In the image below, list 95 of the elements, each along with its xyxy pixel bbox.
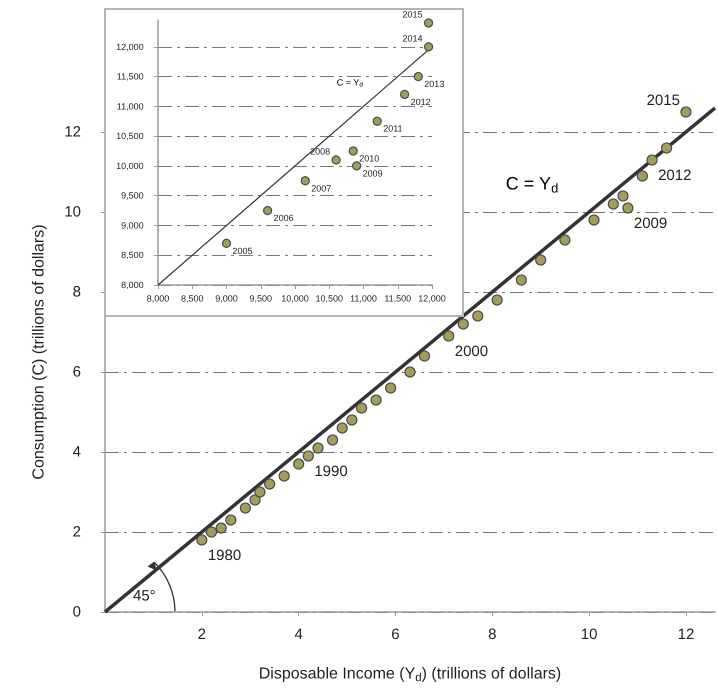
annotation: 2009 bbox=[634, 215, 668, 232]
point bbox=[424, 42, 434, 52]
point bbox=[443, 330, 454, 342]
annotation: 2005 bbox=[232, 246, 253, 256]
point bbox=[385, 382, 396, 394]
y-tick-label: 10,000 bbox=[116, 160, 144, 171]
annotation: 2011 bbox=[383, 124, 403, 134]
annotation: 2008 bbox=[310, 146, 330, 156]
point bbox=[249, 494, 261, 506]
annotation: 2012 bbox=[410, 96, 431, 107]
annotation: 2012 bbox=[658, 167, 692, 184]
y-tick-label: 8,000 bbox=[121, 280, 144, 290]
point bbox=[206, 526, 218, 538]
x-tick-label: 10,500 bbox=[315, 294, 344, 304]
point bbox=[332, 155, 341, 165]
y-tick-label: 12,000 bbox=[116, 42, 144, 52]
point bbox=[608, 198, 619, 210]
annotation: 2006 bbox=[274, 213, 294, 224]
y-tick-label: 4 bbox=[72, 444, 81, 460]
annotation: 1980 bbox=[208, 547, 242, 564]
point bbox=[372, 116, 382, 126]
point bbox=[196, 534, 208, 546]
x-tick-label: 12,000 bbox=[418, 294, 446, 304]
point bbox=[348, 146, 358, 156]
point bbox=[559, 234, 571, 246]
x-tick-label: 9,500 bbox=[249, 294, 272, 304]
point bbox=[302, 450, 314, 462]
point bbox=[418, 350, 430, 362]
point bbox=[312, 442, 324, 454]
x-tick-label: 9,000 bbox=[215, 294, 238, 304]
point bbox=[370, 394, 382, 406]
point bbox=[263, 206, 272, 216]
point bbox=[588, 214, 600, 226]
annotation: 2013 bbox=[424, 79, 444, 90]
annotation: 2014 bbox=[402, 33, 423, 44]
y-tick-label: 9,000 bbox=[121, 220, 144, 230]
annotation: 2009 bbox=[362, 168, 383, 178]
x-tick-label: 11,000 bbox=[350, 294, 377, 304]
point bbox=[661, 142, 672, 154]
x-tick-label: 8 bbox=[488, 626, 496, 643]
x-tick-label: 8,500 bbox=[180, 294, 204, 304]
y-tick-label: 10,500 bbox=[116, 131, 144, 142]
point bbox=[492, 294, 503, 306]
point bbox=[346, 414, 358, 426]
point bbox=[424, 18, 434, 28]
y-tick-label: 2 bbox=[72, 524, 81, 540]
point bbox=[617, 190, 629, 202]
annotation: 2015 bbox=[646, 92, 680, 109]
x-tick-label: 11,500 bbox=[384, 294, 412, 304]
x-tick-label: 2 bbox=[198, 626, 206, 643]
annotation: 1990 bbox=[314, 463, 348, 480]
point bbox=[254, 486, 266, 498]
point bbox=[622, 202, 634, 214]
x-tick-label: 4 bbox=[294, 626, 303, 643]
x-tick-label: 6 bbox=[391, 626, 400, 643]
x-tick-label: 8,000 bbox=[146, 294, 170, 304]
point bbox=[336, 422, 348, 434]
point bbox=[278, 470, 290, 482]
point bbox=[680, 106, 692, 118]
point bbox=[472, 310, 484, 322]
annotation: 45° bbox=[133, 588, 156, 604]
y-tick-label: 11,000 bbox=[116, 101, 144, 112]
point bbox=[222, 238, 232, 248]
y-tick-label: 12 bbox=[64, 124, 81, 140]
annotation: 2000 bbox=[454, 343, 488, 360]
y-tick-label: 0 bbox=[72, 604, 81, 620]
y-tick-label: 8,500 bbox=[121, 250, 144, 260]
point bbox=[326, 434, 338, 446]
x-tick-label: 12 bbox=[678, 626, 694, 643]
annotation: 2010 bbox=[359, 154, 380, 164]
y-tick-label: 9,500 bbox=[121, 190, 144, 201]
point bbox=[264, 478, 276, 490]
point bbox=[352, 161, 362, 170]
annotation: 2015 bbox=[402, 9, 423, 20]
point bbox=[400, 90, 410, 100]
point bbox=[240, 502, 251, 514]
y-tick-label: 6 bbox=[72, 364, 81, 380]
point bbox=[216, 522, 227, 534]
point bbox=[225, 514, 236, 526]
x-tick-label: 10,000 bbox=[281, 294, 309, 304]
x-tick-label: 10 bbox=[580, 626, 598, 643]
point bbox=[356, 402, 368, 414]
point bbox=[646, 154, 658, 166]
point bbox=[293, 458, 304, 470]
point bbox=[535, 254, 546, 266]
point bbox=[458, 318, 469, 330]
y-tick-label: 11,500 bbox=[116, 72, 144, 82]
annotation: 2007 bbox=[311, 183, 332, 194]
y-tick-label: 10 bbox=[64, 204, 81, 220]
point bbox=[414, 72, 423, 82]
point bbox=[636, 170, 648, 182]
point bbox=[404, 366, 416, 378]
point bbox=[516, 274, 527, 286]
y-axis-title: Consumption (C) (trillions of dollars) bbox=[30, 224, 48, 480]
point bbox=[300, 176, 310, 186]
